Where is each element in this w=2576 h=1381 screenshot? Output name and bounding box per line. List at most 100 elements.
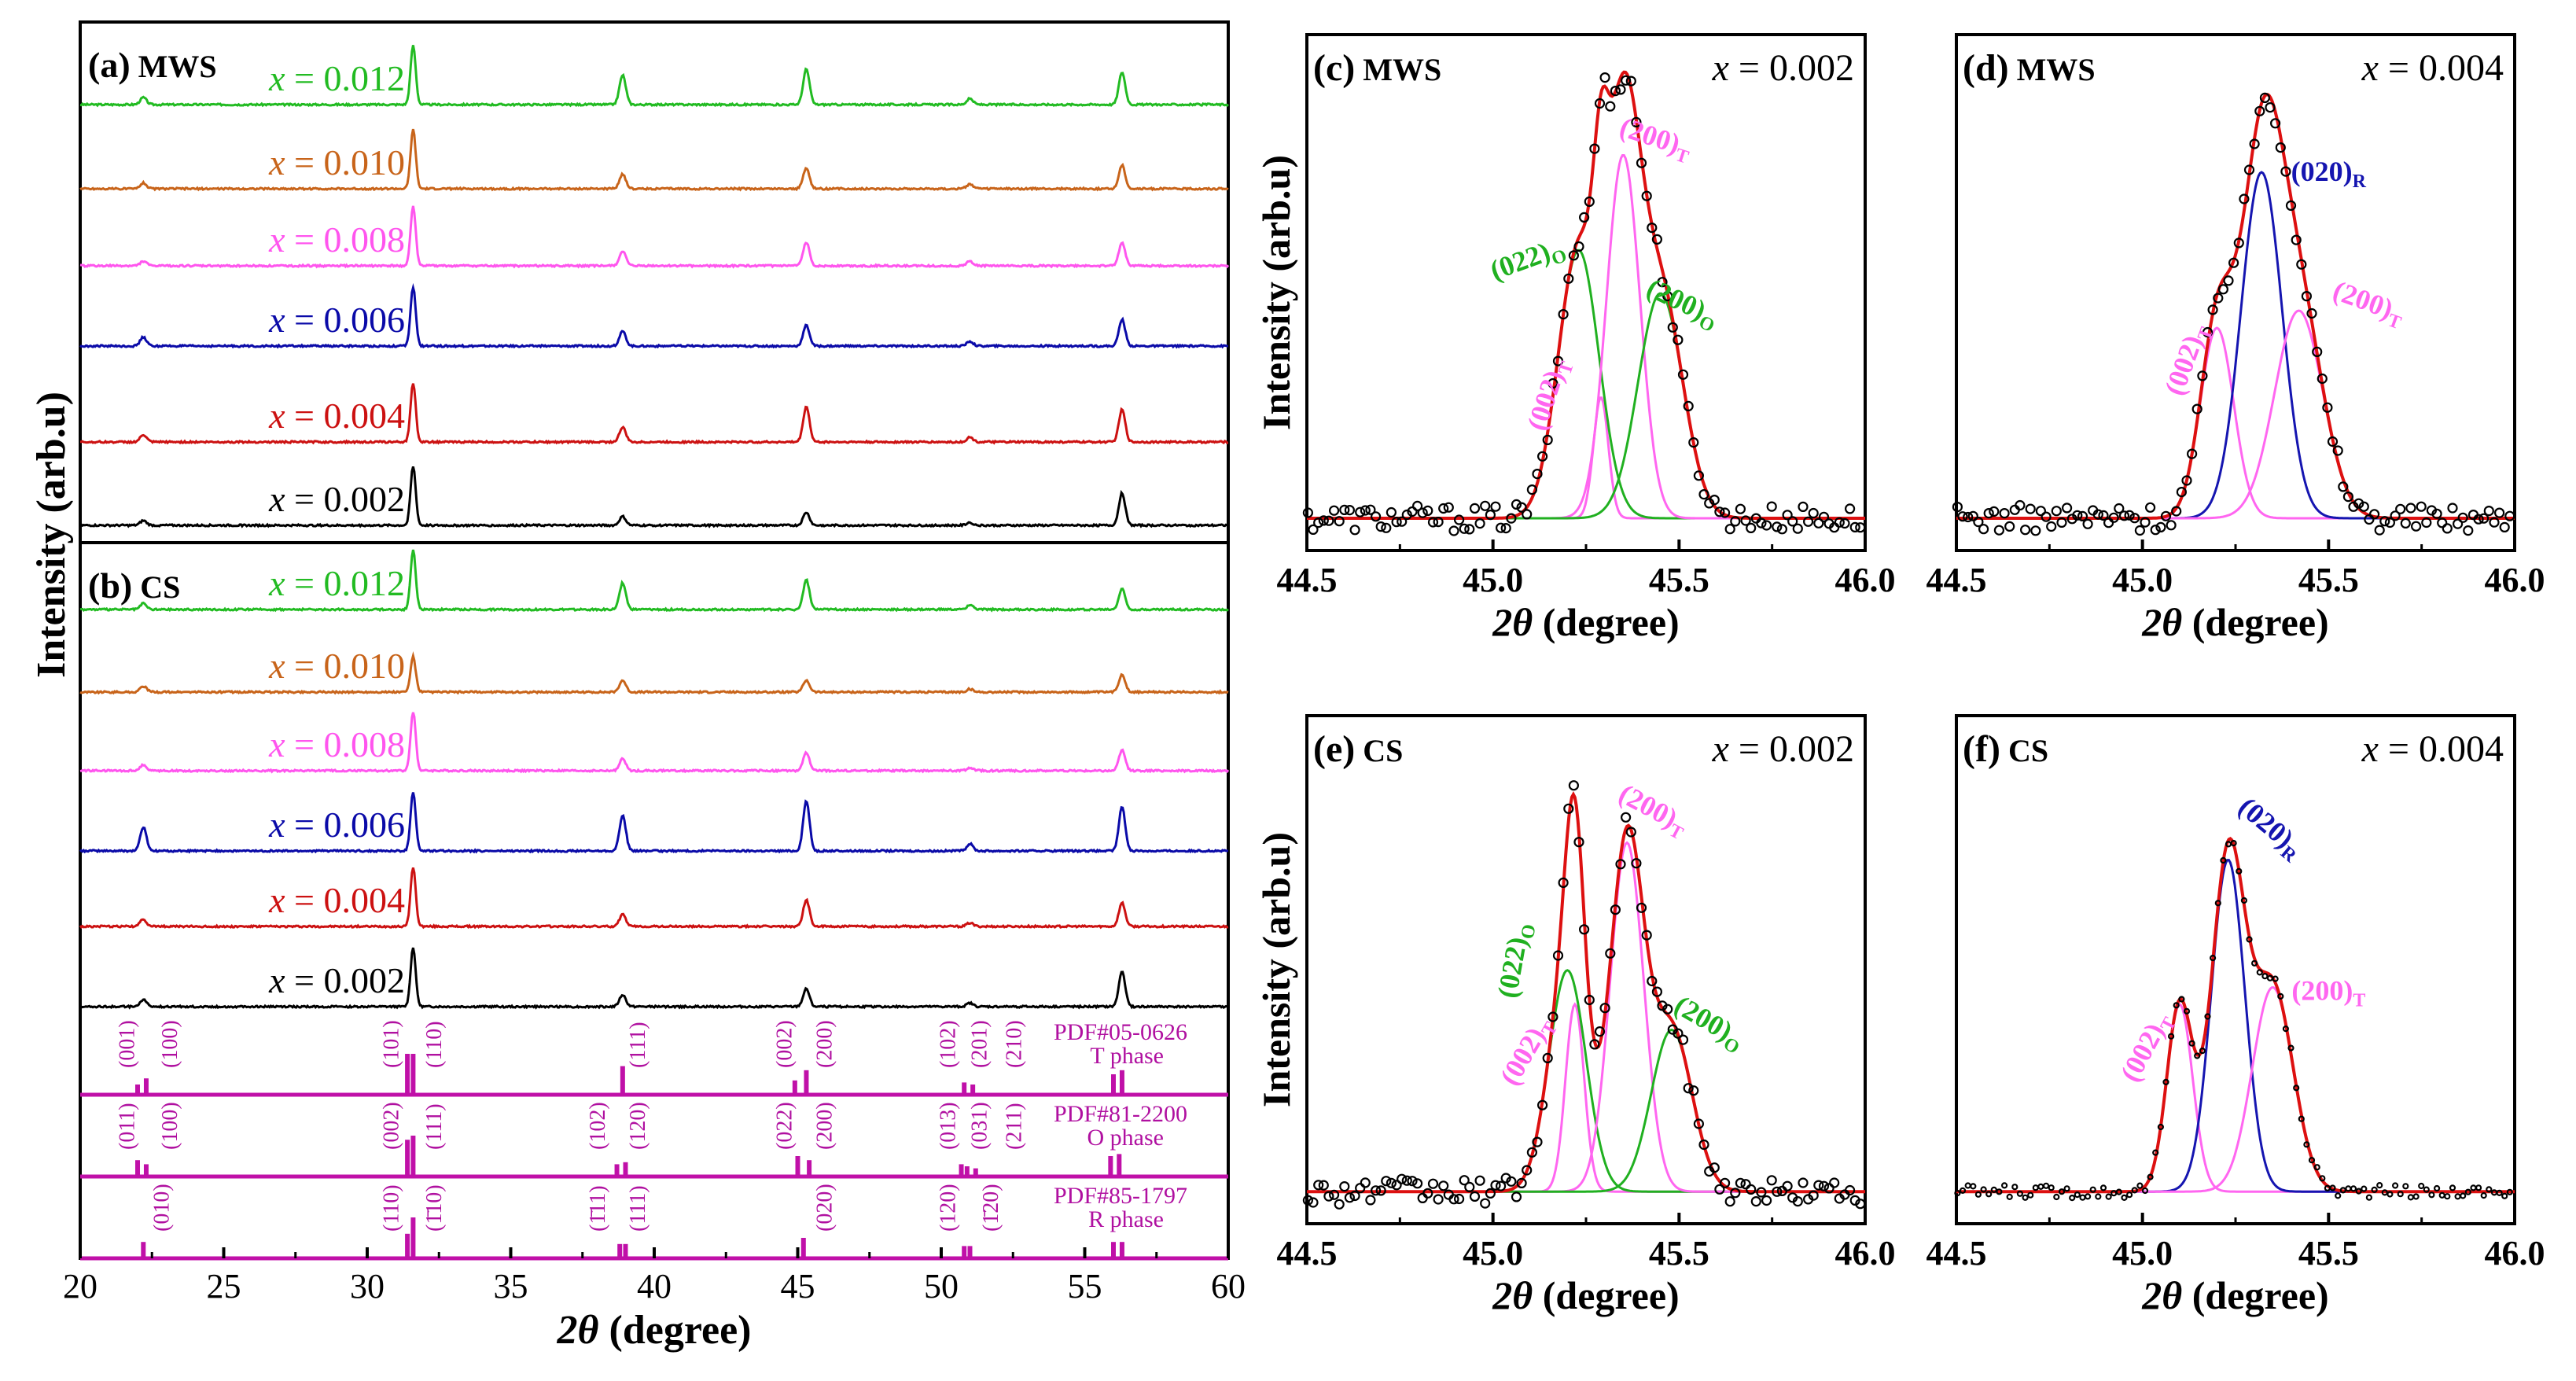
mws-0.004-pattern-line (80, 383, 1229, 445)
panel-e-data-point (1495, 1180, 1507, 1191)
cs-0.012-pattern-line (79, 549, 1230, 613)
panel-f-data-point (2069, 1194, 2076, 1202)
panel-f-data-point (2423, 1186, 2430, 1193)
panel-d-x-tick-label: 44.5 (1926, 561, 1987, 599)
panel-f-data-point (2199, 1047, 2206, 1055)
panel-d-data-point (1963, 511, 1974, 523)
ref-o-phase-hkl-label: (211) (1002, 1103, 1026, 1150)
panel-c-data-point (1714, 506, 1725, 517)
cs-0.002-pattern-line (79, 947, 1229, 1010)
panel-d-data-point (2041, 511, 2052, 522)
x-value: = 0.008 (285, 724, 405, 764)
panel-f-x-axis-title: 2θ (degree) (2141, 1273, 2328, 1317)
x-axis-unit: (degree) (1533, 1273, 1679, 1317)
panel-d-data-point (1952, 501, 1963, 513)
panel-e-data-point (1756, 1187, 1767, 1198)
panel-e-data-point (1323, 1191, 1334, 1202)
mws-0.012-series-label: x = 0.012 (268, 58, 405, 98)
panel-c-x-tick-label: 44.5 (1277, 561, 1338, 599)
x-axis-symbol: 2θ (557, 1308, 599, 1353)
panel-d-data-point (2447, 503, 2458, 514)
panel-c-data-point (1339, 504, 1350, 516)
panel-c-data-point (1657, 277, 1668, 288)
x-symbol: x (1712, 47, 1729, 89)
panel-f-data-point (2147, 1173, 2154, 1180)
panel-f-data-point (2339, 1187, 2346, 1194)
panel-f-data-point (2246, 936, 2253, 943)
panel-c-data-point (1464, 524, 1475, 535)
panel-c-data-point (1621, 75, 1632, 86)
x-symbol: x (1712, 728, 1729, 770)
panel-f-data-point (2183, 1007, 2191, 1015)
panel-f-data-point (2204, 1013, 2211, 1020)
panel-f-data-point (2392, 1182, 2399, 1189)
panel-d-data-point (2092, 509, 2103, 520)
cs-0.010-series-label: x = 0.010 (268, 646, 405, 686)
panel-c-data-point (1438, 503, 1449, 514)
ref-o-phase-hkl-label: (100) (158, 1102, 182, 1150)
panel-e-data-point (1578, 924, 1590, 935)
ref-t-phase-hkl-label: (110) (422, 1021, 447, 1068)
panel-e-data-point (1313, 1180, 1324, 1191)
panel-d-data-point (1967, 510, 1978, 521)
panel-c-sample: MWS (1355, 52, 1441, 87)
panel-e-data-point (1845, 1184, 1856, 1196)
panel-f-data-point (2214, 900, 2221, 907)
x-value: = 0.008 (285, 219, 405, 260)
ref-o-phase-hkl-label: (200) (812, 1102, 837, 1150)
panel-e-data-point (1813, 1180, 1824, 1191)
panel-c-data-point (1798, 501, 1809, 513)
panel-f-composition: x = 0.004 (2361, 728, 2504, 770)
panel-f-data-point (2308, 1157, 2316, 1164)
panel-f-data-point (2136, 1182, 2144, 1189)
peak-phase-subscript: T (1673, 145, 1691, 168)
panel-c-data-point (1542, 434, 1553, 446)
x-tick-label: 45 (781, 1267, 815, 1306)
panel-e-x-axis-title: 2θ (degree) (1492, 1273, 1679, 1317)
panel-f-data-point (2178, 996, 2185, 1003)
panel-f-data-point (2444, 1193, 2451, 1200)
panel-e-data-point (1464, 1181, 1475, 1193)
panel-f-data-point (2329, 1184, 2336, 1191)
panel-f-data-point (2251, 959, 2258, 967)
panel-f-x-tick-label: 45.5 (2298, 1234, 2359, 1272)
x-axis-symbol: 2θ (2141, 1273, 2182, 1317)
panel-c-data-point (1845, 503, 1856, 514)
panel-c-data-point (1766, 501, 1777, 512)
panel-e-data-point (1594, 1026, 1606, 1037)
panel-c-data-point (1813, 517, 1824, 528)
x-symbol: x (268, 142, 285, 182)
panel-d-data-point (2405, 503, 2416, 514)
ref-t-phase-hkl-label: (102) (936, 1020, 960, 1068)
panel-c-data-point (1818, 511, 1830, 522)
panel-f-data-point (2016, 1190, 2023, 1197)
panel-e-data-point (1673, 1028, 1684, 1039)
panel-e-data-point (1589, 1039, 1600, 1050)
panel-c-data-point (1792, 523, 1803, 534)
x-tick-label: 60 (1211, 1267, 1246, 1306)
panel-d-data-point (2187, 448, 2198, 459)
panel-f-data-point (1959, 1187, 1967, 1195)
panel-f-data-point (2371, 1186, 2378, 1194)
panel-c-data-point (1667, 322, 1678, 333)
panel-d-data-point (2228, 257, 2239, 268)
x-tick-label: 40 (637, 1267, 672, 1306)
ref-r-phase-hkl-label: (020) (812, 1184, 837, 1232)
panel-e-data-point (1522, 1165, 1533, 1176)
panel-f-data-point (2230, 839, 2237, 847)
panel-d-data-point (2160, 510, 2172, 521)
x-value: = 0.002 (285, 479, 405, 519)
panel-d-data-point (2291, 234, 2302, 245)
panel-d-data-point (2108, 512, 2119, 523)
x-tick-label: 25 (207, 1267, 241, 1306)
panel-c-data-point (1641, 190, 1652, 201)
panel-f-letter: (f) CS (1963, 728, 2048, 770)
cs-0.008-series-label: x = 0.008 (268, 724, 405, 764)
panel-e-data-point (1746, 1184, 1757, 1195)
panel-d-data-point (2004, 521, 2015, 532)
panel-f-data-point (2261, 973, 2269, 980)
panel-d-data-point (2202, 326, 2214, 338)
panel-c-data-point (1490, 501, 1501, 512)
panel-e-data-point (1360, 1177, 1371, 1188)
